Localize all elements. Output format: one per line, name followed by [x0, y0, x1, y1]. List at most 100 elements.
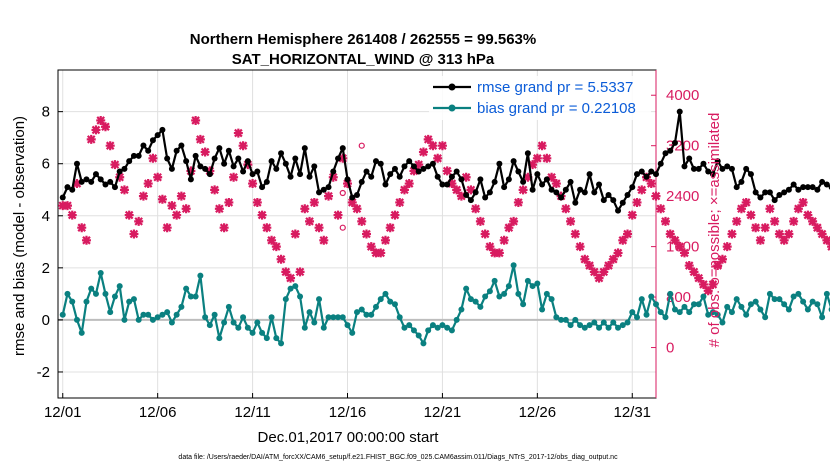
bias-point — [486, 288, 493, 295]
rmse-point — [330, 168, 337, 175]
rmse-point — [325, 184, 332, 191]
x-tick-label: 12/26 — [519, 404, 557, 421]
left-y-tick-label: 6 — [42, 156, 50, 173]
obs-assimilated-marker — [623, 229, 633, 239]
obs-assimilated-marker — [618, 235, 628, 245]
rmse-point — [814, 186, 821, 193]
bias-point — [344, 322, 351, 329]
obs-assimilated-marker — [181, 204, 191, 214]
rmse-point — [510, 158, 517, 165]
obs-assimilated-marker — [608, 254, 618, 264]
obs-assimilated-marker — [81, 235, 91, 245]
obs-assimilated-marker — [528, 160, 538, 170]
bias-point — [491, 277, 498, 284]
obs-assimilated-marker — [713, 261, 723, 271]
rmse-point — [586, 171, 593, 178]
bias-point — [64, 290, 71, 297]
obs-assimilated-marker — [376, 248, 386, 258]
obs-assimilated-marker — [162, 223, 172, 233]
bias-point — [287, 285, 294, 292]
rmse-point — [738, 178, 745, 185]
obs-assimilated-marker — [333, 210, 343, 220]
obs-assimilated-marker — [480, 229, 490, 239]
obs-assimilated-marker — [812, 223, 822, 233]
rmse-point — [743, 165, 750, 172]
rmse-point — [429, 160, 436, 167]
rmse-point — [249, 171, 256, 178]
chart-title: Northern Hemisphere 261408 / 262555 = 99… — [190, 31, 536, 48]
rmse-point — [785, 186, 792, 193]
bias-point — [463, 285, 470, 292]
bias-point — [643, 311, 650, 318]
obs-assimilated-marker — [423, 134, 433, 144]
bias-point — [482, 293, 489, 300]
bias-point — [819, 314, 826, 321]
obs-assimilated-marker — [262, 223, 272, 233]
bias-point — [107, 309, 114, 316]
bias-point — [230, 319, 237, 326]
right-y-axis-label: # of obs: o=possible; ×=assimilated — [706, 113, 723, 348]
obs-assimilated-marker — [153, 172, 163, 182]
rmse-point — [619, 199, 626, 206]
left-y-tick-label: 8 — [42, 104, 50, 121]
rmse-point — [273, 165, 280, 172]
rmse-point — [477, 176, 484, 183]
rmse-point — [358, 178, 365, 185]
rmse-point — [558, 194, 565, 201]
bias-point — [823, 290, 830, 297]
obs-assimilated-marker — [717, 254, 727, 264]
obs-assimilated-marker — [452, 185, 462, 195]
rmse-point — [581, 189, 588, 196]
bias-point — [254, 319, 261, 326]
rmse-point — [111, 184, 118, 191]
obs-assimilated-marker — [665, 229, 675, 239]
rmse-point — [472, 189, 479, 196]
rmse-point — [676, 108, 683, 115]
rmse-point — [287, 173, 294, 180]
obs-assimilated-marker — [689, 267, 699, 277]
obs-assimilated-marker — [537, 141, 547, 151]
bias-point — [505, 283, 512, 290]
obs-assimilated-marker — [252, 197, 262, 207]
obs-assimilated-marker — [760, 223, 770, 233]
rmse-point — [159, 126, 166, 133]
rmse-point — [448, 173, 455, 180]
obs-assimilated-marker — [138, 191, 148, 201]
obs-assimilated-marker — [570, 229, 580, 239]
obs-assimilated-marker — [371, 248, 381, 258]
obs-assimilated-marker — [670, 235, 680, 245]
bias-point — [634, 314, 641, 321]
rmse-point — [671, 139, 678, 146]
obs-assimilated-marker — [176, 191, 186, 201]
rmse-point — [64, 184, 71, 191]
bias-point — [368, 311, 375, 318]
rmse-point — [657, 160, 664, 167]
obs-assimilated-marker — [822, 235, 830, 245]
rmse-point — [387, 171, 394, 178]
bias-point — [301, 324, 308, 331]
bias-point — [467, 296, 474, 303]
bias-point — [69, 298, 76, 305]
bias-point — [795, 290, 802, 297]
obs-assimilated-marker — [542, 153, 552, 163]
bias-point — [800, 298, 807, 305]
obs-assimilated-marker — [599, 267, 609, 277]
rmse-point — [728, 165, 735, 172]
obs-assimilated-marker — [328, 172, 338, 182]
rmse-point — [206, 171, 213, 178]
obs-assimilated-marker — [305, 216, 315, 226]
rmse-point — [714, 158, 721, 165]
bias-point — [78, 329, 85, 336]
bias-point — [524, 277, 531, 284]
rmse-point — [126, 158, 133, 165]
bias-point — [316, 296, 323, 303]
rmse-point — [766, 189, 773, 196]
bias-point — [596, 324, 603, 331]
bias-point — [529, 283, 536, 290]
obs-assimilated-marker — [456, 191, 466, 201]
obs-assimilated-marker — [494, 248, 504, 258]
obs-assimilated-marker — [518, 185, 528, 195]
rmse-point — [221, 160, 228, 167]
bias-point — [577, 322, 584, 329]
rmse-point — [548, 186, 555, 193]
